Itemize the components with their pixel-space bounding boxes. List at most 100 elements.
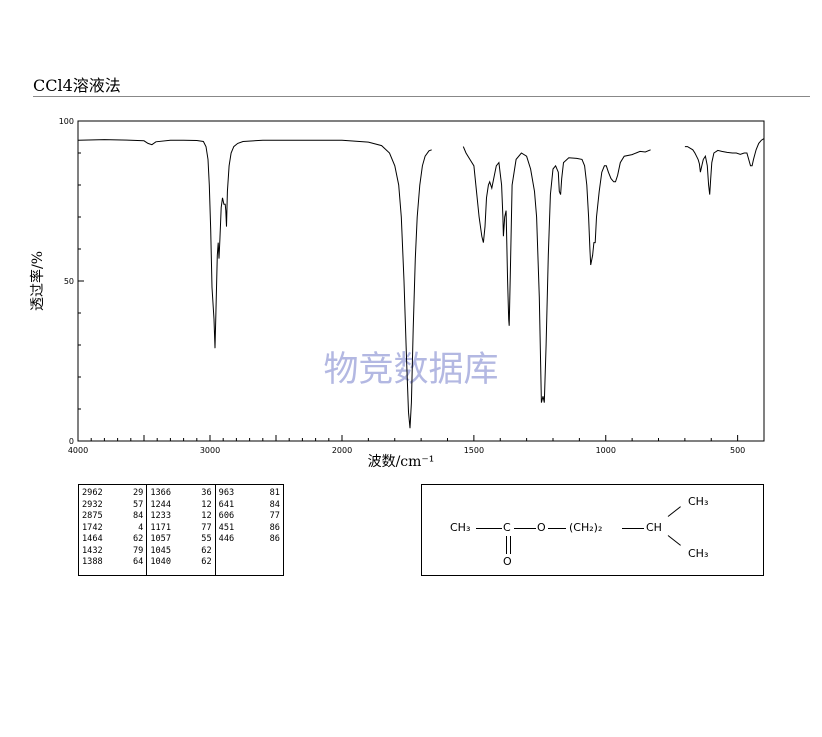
double-bond-line	[510, 536, 511, 554]
bond	[548, 528, 566, 529]
peak-wavenumber: 1742	[82, 522, 103, 533]
peak-row: 1464 62	[82, 534, 143, 546]
peak-wavenumber: 1432	[82, 545, 103, 556]
bond	[476, 528, 502, 529]
bond	[514, 528, 536, 529]
peak-row: 1040 62	[150, 557, 211, 569]
peak-wavenumber: 641	[218, 499, 235, 510]
y-tick-labels: 100 50 0	[59, 117, 74, 446]
peak-wavenumber: 1464	[82, 534, 103, 544]
peak-row: 1388 64	[82, 557, 143, 569]
title-divider	[33, 96, 810, 97]
peak-wavenumber: 2962	[82, 488, 103, 498]
peak-row: 1742 4	[82, 523, 143, 535]
spectrum-segment	[462, 146, 651, 403]
carbonyl-oxygen: O	[503, 555, 512, 568]
spectrum-segment	[684, 138, 765, 195]
peak-transmittance: 86	[269, 534, 280, 544]
peak-transmittance: 57	[132, 499, 144, 510]
peak-row: 451 86	[219, 523, 280, 535]
peak-table: 2962 29 2932 57 2875 84 1742 4 1464 62 1432 79 1388 6…	[78, 484, 284, 576]
x-tick-label: 1500	[464, 446, 484, 455]
peak-transmittance: 4	[138, 522, 144, 533]
peak-wavenumber: 1233	[150, 511, 172, 521]
peak-wavenumber: 1171	[150, 522, 172, 533]
peak-wavenumber: 446	[218, 534, 235, 544]
peak-transmittance: 36	[201, 488, 212, 498]
peak-row: 1233 12	[150, 511, 211, 523]
peak-transmittance: 84	[132, 511, 144, 521]
spectrum-segment	[77, 139, 432, 429]
methyl-bottom: CH₃	[688, 547, 709, 560]
methyl-top: CH₃	[688, 495, 709, 508]
peak-wavenumber: 606	[218, 511, 235, 521]
peak-transmittance: 12	[201, 499, 212, 510]
peak-row: 1244 12	[150, 500, 211, 512]
peak-wavenumber: 1388	[82, 557, 103, 567]
x-tick-label: 3000	[200, 446, 220, 455]
peak-row: 2875 84	[82, 511, 143, 523]
plot-frame	[77, 120, 765, 442]
double-bond-line	[506, 536, 507, 554]
peak-wavenumber: 1244	[150, 499, 172, 510]
bond	[622, 528, 644, 529]
peak-transmittance: 81	[269, 488, 280, 498]
y-tick-label: 0	[69, 437, 74, 446]
peak-transmittance: 62	[201, 557, 212, 567]
methyl-left: CH₃	[450, 521, 471, 534]
x-tick-label: 1000	[596, 446, 616, 455]
bond	[667, 535, 681, 546]
axis-ticks	[77, 120, 765, 442]
x-tick-label: 500	[730, 446, 745, 455]
peak-table-column: 2962 29 2932 57 2875 84 1742 4 1464 62 1432 79 1388 6…	[79, 485, 146, 575]
peak-transmittance: 86	[269, 522, 280, 533]
x-tick-labels: 4000 3000 2000 1500 1000 500	[68, 446, 745, 455]
peak-row: 1171 77	[150, 523, 211, 535]
peak-row: 2962 29	[82, 488, 143, 500]
peak-transmittance: 29	[132, 488, 144, 498]
peak-row: 1045 62	[150, 546, 211, 558]
y-tick-label: 50	[64, 277, 74, 286]
peak-wavenumber: 963	[218, 488, 235, 498]
peak-transmittance: 79	[132, 545, 144, 556]
ester-oxygen: O	[537, 521, 546, 534]
peak-row: 446 86	[219, 534, 280, 546]
peak-transmittance: 62	[201, 545, 212, 556]
peak-row: 963 81	[219, 488, 280, 500]
methylene-chain: (CH₂)₂	[569, 521, 603, 534]
peak-row: 641 84	[219, 500, 280, 512]
peak-table-column: 963 81 641 84 606 77 451 86 446 86	[214, 485, 283, 575]
y-tick-label: 100	[59, 117, 74, 126]
peak-wavenumber: 1040	[150, 557, 172, 567]
y-axis-label: 透过率/%	[29, 251, 46, 311]
watermark: 物竞数据库	[323, 350, 498, 390]
transmittance-trace	[77, 138, 765, 429]
x-axis-label: 波数/cm⁻¹	[368, 454, 435, 470]
page-title: CCl4溶液法	[33, 76, 121, 95]
peak-table-column: 1366 36 1244 12 1233 12 1171 77 1057 55 1045 62 1040…	[146, 485, 214, 575]
carbonyl-carbon: C	[503, 521, 511, 534]
bond	[667, 506, 681, 517]
peak-transmittance: 84	[269, 499, 280, 510]
peak-transmittance: 64	[132, 557, 144, 567]
peak-transmittance: 12	[201, 511, 212, 521]
peak-wavenumber: 451	[218, 522, 235, 533]
peak-row: 1432 79	[82, 546, 143, 558]
structure-formula-box: CH₃ C O (CH₂)₂ CH CH₃ CH₃ O	[421, 484, 764, 576]
peak-transmittance: 77	[201, 522, 212, 533]
peak-transmittance: 55	[201, 534, 212, 544]
x-tick-label: 2000	[332, 446, 352, 455]
peak-wavenumber: 1045	[150, 545, 172, 556]
peak-wavenumber: 2932	[82, 499, 103, 510]
methine: CH	[646, 521, 662, 534]
peak-row: 606 77	[219, 511, 280, 523]
peak-row: 2932 57	[82, 500, 143, 512]
peak-wavenumber: 2875	[82, 511, 103, 521]
peak-row: 1057 55	[150, 534, 211, 546]
x-tick-label: 4000	[68, 446, 88, 455]
peak-transmittance: 62	[132, 534, 144, 544]
peak-row: 1366 36	[150, 488, 211, 500]
peak-transmittance: 77	[269, 511, 280, 521]
peak-wavenumber: 1366	[150, 488, 172, 498]
